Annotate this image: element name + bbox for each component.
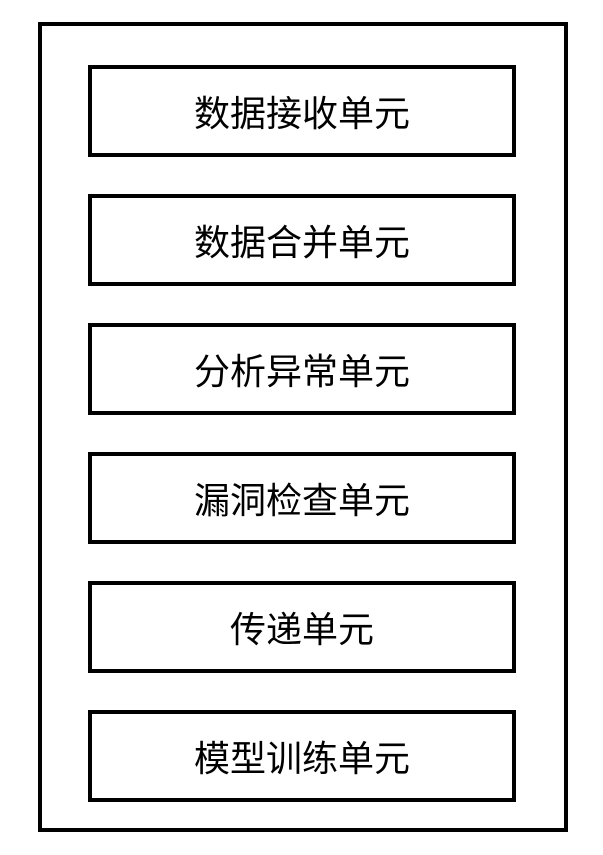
unit-box-0: 数据接收单元 xyxy=(88,65,516,157)
unit-box-5: 模型训练单元 xyxy=(88,710,516,802)
unit-label-0: 数据接收单元 xyxy=(194,85,410,137)
unit-box-3: 漏洞检查单元 xyxy=(88,452,516,544)
unit-label-2: 分析异常单元 xyxy=(194,343,410,395)
unit-label-3: 漏洞检查单元 xyxy=(194,472,410,524)
unit-box-4: 传递单元 xyxy=(88,581,516,673)
unit-label-4: 传递单元 xyxy=(230,601,374,653)
unit-label-5: 模型训练单元 xyxy=(194,730,410,782)
unit-box-1: 数据合并单元 xyxy=(88,194,516,286)
unit-label-1: 数据合并单元 xyxy=(194,214,410,266)
unit-box-2: 分析异常单元 xyxy=(88,323,516,415)
